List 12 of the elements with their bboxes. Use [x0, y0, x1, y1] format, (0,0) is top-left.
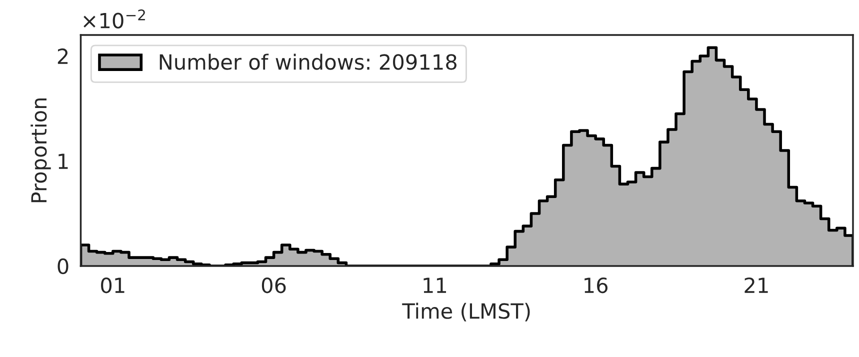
x-tick-label: 01	[101, 277, 124, 294]
y-tick-label: 2	[58, 48, 68, 64]
y-tick-label: 0	[58, 258, 68, 274]
legend-label: Number of windows: 209118	[160, 54, 456, 70]
text: ×10$^{−2}$	[84, 9, 145, 28]
x-tick-label: 06	[262, 277, 286, 294]
y-tick-label: 1	[58, 154, 68, 169]
x-axis-title: Time (LMST)	[402, 302, 530, 322]
x-tick-label: 11	[424, 278, 446, 293]
y-axis-title: Proportion	[30, 98, 51, 202]
x-tick-label: 16	[584, 277, 608, 294]
x-tick-label: 21	[744, 277, 768, 293]
